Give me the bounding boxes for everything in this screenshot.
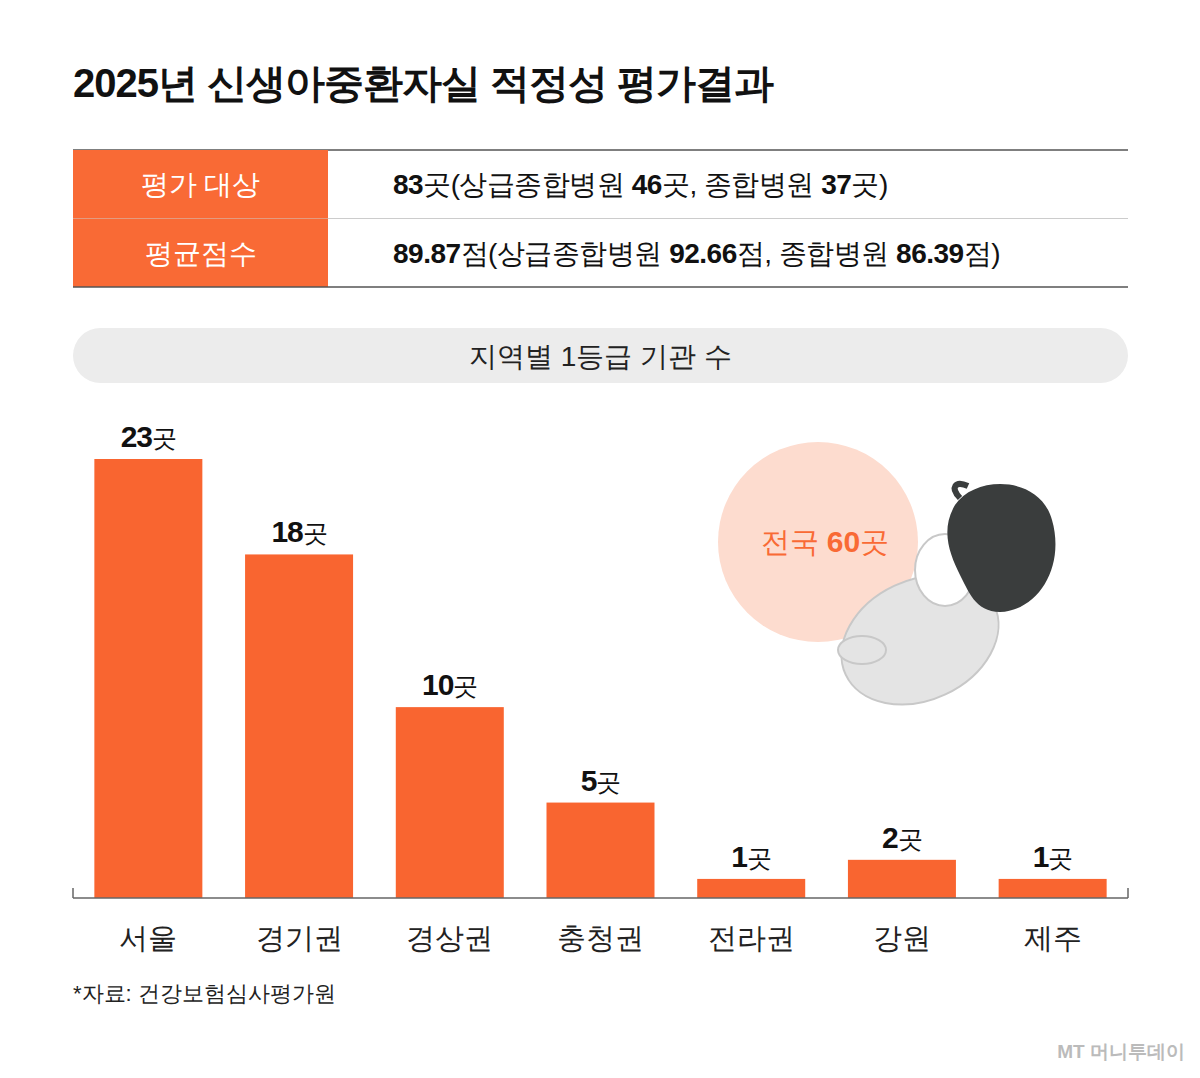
- text-part: 곳): [851, 169, 887, 200]
- x-tick-label: 충청권: [557, 922, 644, 954]
- annotation: 전국 60곳: [761, 525, 889, 558]
- number-part: 37: [821, 169, 851, 200]
- text-part: 곳, 종합병원: [662, 169, 821, 200]
- data-label: 2곳: [882, 821, 922, 854]
- bar: [547, 803, 655, 898]
- x-tick-label: 제주: [1024, 922, 1082, 954]
- table-cell: 89.87점(상급종합병원 92.66점, 종합병원 86.39점): [393, 238, 1000, 269]
- chart-title: 지역별 1등급 기관 수: [469, 341, 732, 372]
- chart-title-bg: [73, 328, 1128, 383]
- x-tick-label: 서울: [119, 922, 177, 954]
- data-label: 5곳: [581, 764, 621, 797]
- baby-hand: [838, 636, 886, 664]
- text-part: 곳: [152, 424, 176, 452]
- data-label: 10곳: [422, 668, 477, 701]
- x-tick-label: 전라권: [708, 922, 795, 954]
- number-part: 89.87: [393, 238, 461, 269]
- number-part: 1: [1033, 840, 1049, 873]
- number-part: 23: [121, 420, 153, 453]
- canvas: 2025년 신생아중환자실 적정성 평가결과평가 대상 83곳(상급종합병원 46…: [0, 0, 1200, 1078]
- bar: [94, 459, 202, 898]
- text-part: 곳: [860, 526, 889, 558]
- data-label: 23곳: [121, 420, 176, 453]
- text-part: 곳: [898, 825, 922, 853]
- text-part: 점): [964, 238, 1000, 269]
- table-head: 평가 대상: [141, 169, 261, 200]
- number-part: 5: [581, 764, 597, 797]
- text-part: 점(상급종합병원: [461, 238, 670, 269]
- text-part: 점, 종합병원: [737, 238, 896, 269]
- data-label: 1곳: [731, 840, 771, 873]
- axis-end: [72, 888, 74, 898]
- number-part: 18: [271, 515, 303, 548]
- x-tick-label: 경기권: [256, 922, 343, 954]
- title: 2025년 신생아중환자실 적정성 평가결과: [73, 61, 774, 105]
- axis-end: [1127, 888, 1129, 898]
- text-part: 곳: [303, 519, 327, 547]
- bar: [697, 879, 805, 898]
- bar: [245, 554, 353, 898]
- table-head-cell: [73, 219, 328, 288]
- x-axis: [73, 897, 1128, 899]
- table-head-cell: [73, 150, 328, 219]
- bar: [396, 707, 504, 898]
- source: *자료: 건강보험심사평가원: [73, 981, 336, 1006]
- bars: [94, 459, 1106, 898]
- x-tick-label: 강원: [873, 922, 931, 954]
- text-part: 곳: [747, 844, 771, 872]
- watermark: MT 머니투데이: [1057, 1041, 1185, 1062]
- text-part: 곳: [1048, 844, 1072, 872]
- text-part: 곳: [453, 672, 477, 700]
- text-part: 곳: [596, 768, 620, 796]
- number-part: 10: [422, 668, 454, 701]
- number-part: 83: [393, 169, 423, 200]
- illustration: [718, 442, 1055, 729]
- number-part: 86.39: [896, 238, 964, 269]
- text-part: 전국: [761, 526, 827, 558]
- data-label: 1곳: [1033, 840, 1073, 873]
- baby-hair: [955, 484, 968, 498]
- number-part: 60: [827, 525, 860, 558]
- table-head: 평균점수: [145, 238, 257, 269]
- data-label: 18곳: [271, 515, 326, 548]
- bar: [999, 879, 1107, 898]
- number-part: 2: [882, 821, 898, 854]
- bar: [848, 860, 956, 898]
- number-part: 92.66: [669, 238, 737, 269]
- table-cell: 83곳(상급종합병원 46곳, 종합병원 37곳): [393, 169, 888, 200]
- text-part: 곳(상급종합병원: [423, 169, 632, 200]
- number-part: 1: [731, 840, 747, 873]
- number-part: 46: [632, 169, 662, 200]
- table-rule: [73, 286, 1128, 288]
- baby-head: [947, 484, 1055, 612]
- x-tick-label: 경상권: [406, 922, 493, 954]
